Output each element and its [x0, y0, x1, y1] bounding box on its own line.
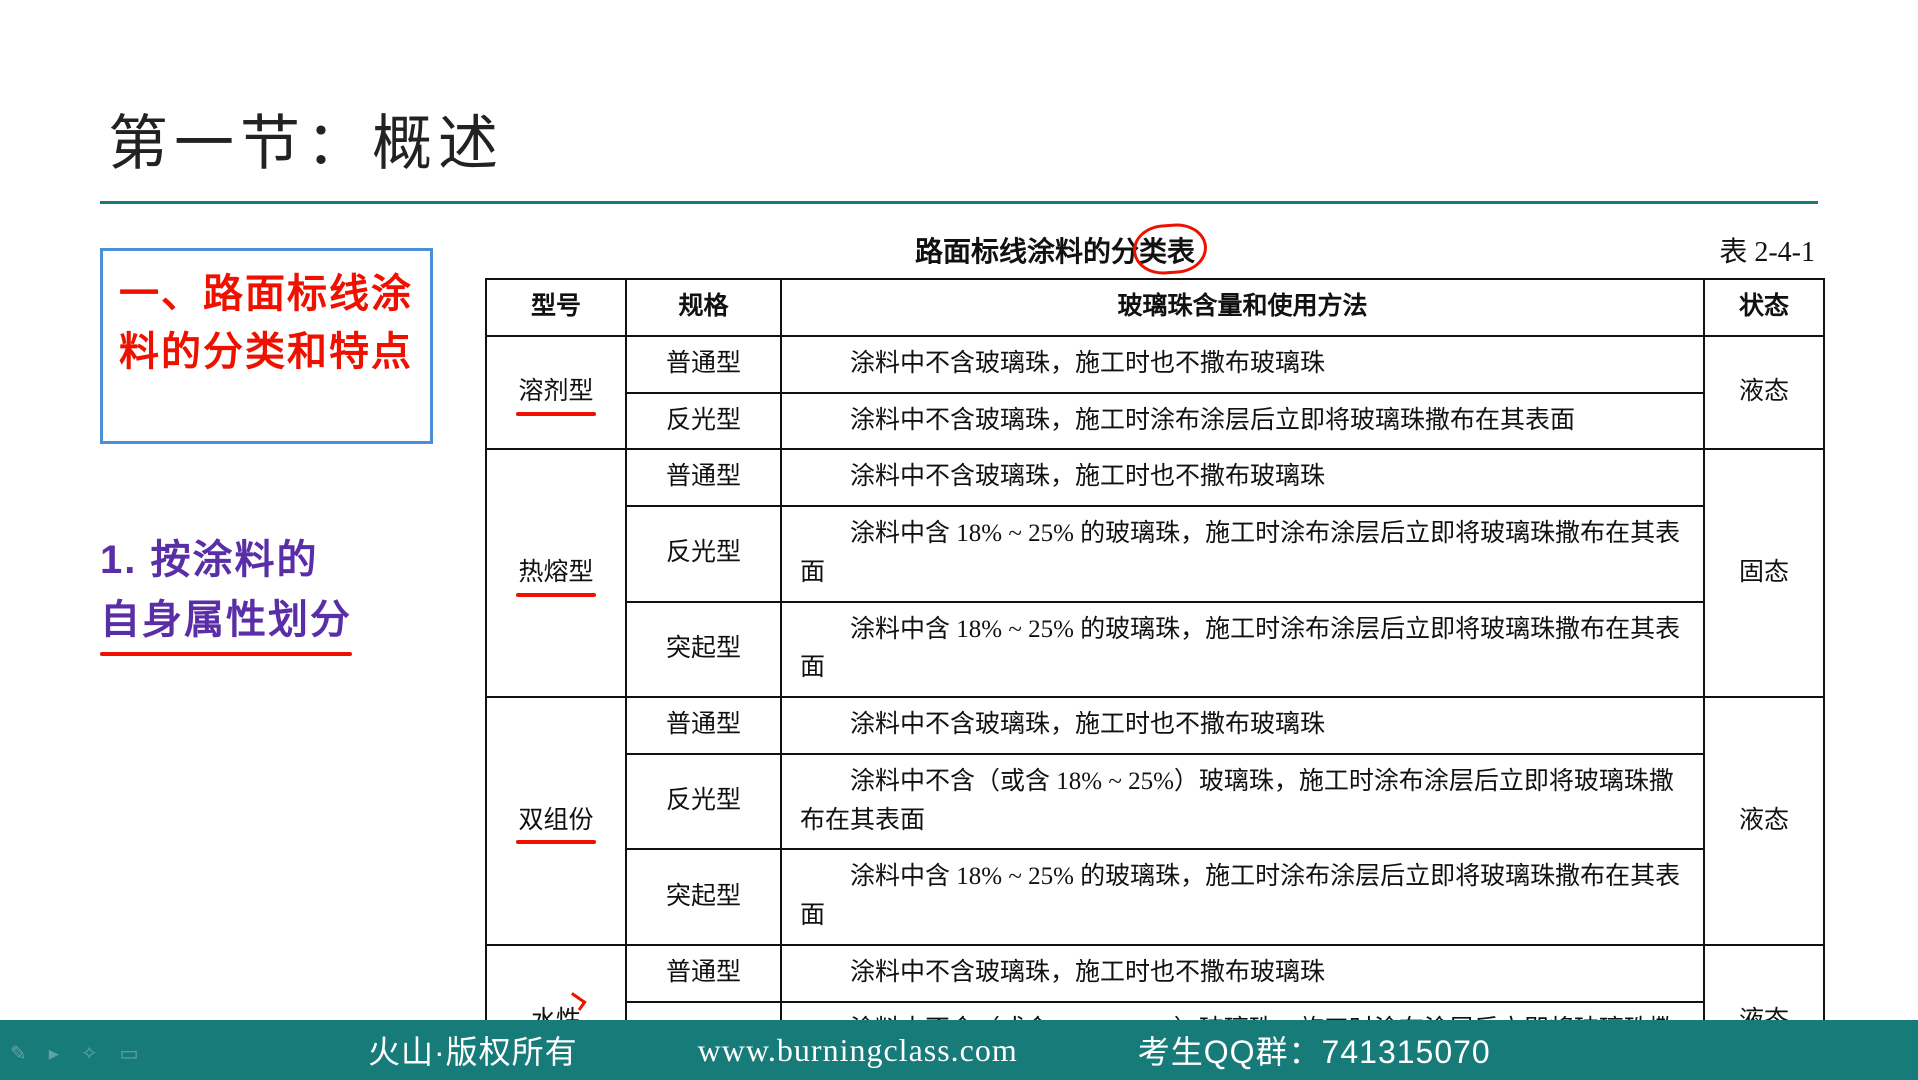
- title-underline: [100, 201, 1818, 204]
- subpoint: 1. 按涂料的 自身属性划分: [100, 530, 352, 650]
- pencil-icon[interactable]: ✎: [10, 1041, 27, 1066]
- cell-spec: 反光型: [626, 754, 781, 850]
- table-row: 溶剂型普通型涂料中不含玻璃珠，施工时也不撒布玻璃珠液态: [486, 336, 1824, 393]
- cell-desc: 涂料中不含玻璃珠，施工时也不撒布玻璃珠: [781, 945, 1704, 1002]
- subpoint-line1: 1. 按涂料的: [100, 538, 318, 582]
- cell-spec: 突起型: [626, 602, 781, 698]
- topic-box: 一、路面标线涂料的分类和特点: [100, 248, 433, 444]
- table-row: 双组份普通型涂料中不含玻璃珠，施工时也不撒布玻璃珠液态: [486, 697, 1824, 754]
- screen-icon[interactable]: ▭: [120, 1041, 139, 1066]
- cell-state: 固态: [1704, 449, 1824, 697]
- figure-caption-prefix: 路面标线涂料的分: [915, 236, 1139, 267]
- table-row: 反光型涂料中不含玻璃珠，施工时涂布涂层后立即将玻璃珠撒布在其表面: [486, 393, 1824, 450]
- cell-spec: 普通型: [626, 945, 781, 1002]
- classification-figure: 路面标线涂料的分类表 表 2-4-1 型号 规格 玻璃珠含量和使用方法 状态 溶…: [485, 230, 1825, 1080]
- table-head: 型号 规格 玻璃珠含量和使用方法 状态: [486, 279, 1824, 336]
- table-row: 水性普通型涂料中不含玻璃珠，施工时也不撒布玻璃珠液态: [486, 945, 1824, 1002]
- cell-desc: 涂料中不含玻璃珠，施工时也不撒布玻璃珠: [781, 449, 1704, 506]
- cell-spec: 反光型: [626, 506, 781, 602]
- cell-desc: 涂料中不含（或含 18% ~ 25%）玻璃珠，施工时涂布涂层后立即将玻璃珠撒布在…: [781, 754, 1704, 850]
- cell-state: 液态: [1704, 697, 1824, 945]
- model-label: 溶剂型: [518, 373, 593, 412]
- cell-spec: 突起型: [626, 849, 781, 945]
- table-row: 反光型涂料中不含（或含 18% ~ 25%）玻璃珠，施工时涂布涂层后立即将玻璃珠…: [486, 754, 1824, 850]
- cell-model: 溶剂型: [486, 336, 626, 450]
- cell-desc: 涂料中含 18% ~ 25% 的玻璃珠，施工时涂布涂层后立即将玻璃珠撒布在其表面: [781, 602, 1704, 698]
- table-row: 突起型涂料中含 18% ~ 25% 的玻璃珠，施工时涂布涂层后立即将玻璃珠撒布在…: [486, 602, 1824, 698]
- classification-table: 型号 规格 玻璃珠含量和使用方法 状态 溶剂型普通型涂料中不含玻璃珠，施工时也不…: [485, 278, 1825, 1080]
- th-desc: 玻璃珠含量和使用方法: [781, 279, 1704, 336]
- section-title: 第一节：概述: [108, 95, 504, 182]
- cell-spec: 普通型: [626, 449, 781, 506]
- th-model: 型号: [486, 279, 626, 336]
- footer-url[interactable]: www.burningclass.com: [698, 1032, 1018, 1069]
- cell-desc: 涂料中不含玻璃珠，施工时也不撒布玻璃珠: [781, 336, 1704, 393]
- table-row: 热熔型普通型涂料中不含玻璃珠，施工时也不撒布玻璃珠固态: [486, 449, 1824, 506]
- table-row: 突起型涂料中含 18% ~ 25% 的玻璃珠，施工时涂布涂层后立即将玻璃珠撒布在…: [486, 849, 1824, 945]
- footer-copyright: 火山·版权所有: [368, 1027, 578, 1073]
- cell-desc: 涂料中不含玻璃珠，施工时也不撒布玻璃珠: [781, 697, 1704, 754]
- th-state: 状态: [1704, 279, 1824, 336]
- table-row: 反光型涂料中含 18% ~ 25% 的玻璃珠，施工时涂布涂层后立即将玻璃珠撒布在…: [486, 506, 1824, 602]
- cell-spec: 普通型: [626, 336, 781, 393]
- footer-qq: 考生QQ群：741315070: [1138, 1027, 1491, 1073]
- figure-table-number: 表 2-4-1: [1719, 230, 1815, 270]
- presenter-tray: ✎ ▸ ✧ ▭: [10, 1041, 138, 1066]
- table-body: 溶剂型普通型涂料中不含玻璃珠，施工时也不撒布玻璃珠液态反光型涂料中不含玻璃珠，施…: [486, 336, 1824, 1080]
- cell-model: 热熔型: [486, 449, 626, 697]
- subpoint-line2: 自身属性划分: [100, 590, 352, 650]
- figure-caption-row: 路面标线涂料的分类表 表 2-4-1: [485, 230, 1825, 278]
- cell-spec: 普通型: [626, 697, 781, 754]
- model-label: 热熔型: [518, 554, 593, 593]
- th-spec: 规格: [626, 279, 781, 336]
- cell-desc: 涂料中含 18% ~ 25% 的玻璃珠，施工时涂布涂层后立即将玻璃珠撒布在其表面: [781, 849, 1704, 945]
- cell-desc: 涂料中含 18% ~ 25% 的玻璃珠，施工时涂布涂层后立即将玻璃珠撒布在其表面: [781, 506, 1704, 602]
- cell-state: 液态: [1704, 336, 1824, 450]
- slide: 第一节：概述 一、路面标线涂料的分类和特点 1. 按涂料的 自身属性划分 路面标…: [0, 0, 1918, 1080]
- cell-desc: 涂料中不含玻璃珠，施工时涂布涂层后立即将玻璃珠撒布在其表面: [781, 393, 1704, 450]
- model-label: 双组份: [518, 802, 593, 841]
- figure-caption: 路面标线涂料的分类表: [915, 230, 1195, 270]
- pointer-icon[interactable]: ▸: [49, 1041, 59, 1066]
- footer-bar: 火山·版权所有 www.burningclass.com 考生QQ群：74131…: [0, 1020, 1918, 1080]
- topic-heading: 一、路面标线涂料的分类和特点: [119, 265, 414, 381]
- eraser-icon[interactable]: ✧: [81, 1041, 98, 1066]
- cell-spec: 反光型: [626, 393, 781, 450]
- cell-model: 双组份: [486, 697, 626, 945]
- figure-caption-circled: 类表: [1139, 230, 1195, 270]
